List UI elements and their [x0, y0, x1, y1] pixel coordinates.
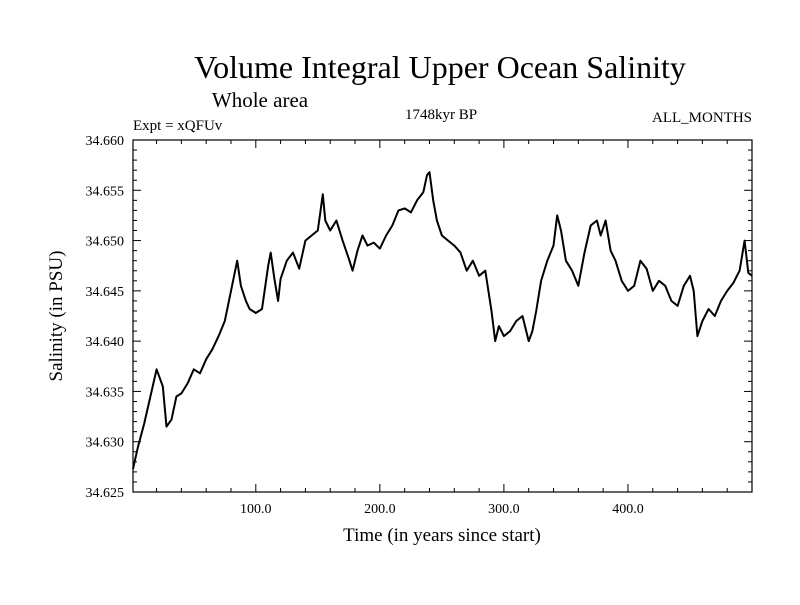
x-tick-label: 300.0 — [488, 502, 520, 517]
x-axis-label: Time (in years since start) — [343, 525, 541, 546]
y-tick-label: 34.650 — [86, 235, 125, 250]
period-label: 1748kyr BP — [405, 107, 477, 123]
experiment-label: Expt = xQFUv — [133, 118, 223, 134]
y-tick-label: 34.630 — [86, 436, 125, 451]
salinity-series-line — [132, 171, 753, 470]
plot-frame — [132, 139, 753, 493]
y-tick-label: 34.635 — [86, 385, 125, 400]
months-label: ALL_MONTHS — [652, 110, 752, 126]
y-tick-label: 34.660 — [86, 134, 125, 149]
chart-subtitle: Whole area — [212, 88, 309, 112]
y-tick-label: 34.625 — [86, 486, 125, 501]
y-tick-label: 34.645 — [86, 285, 125, 300]
y-axis-label: Salinity (in PSU) — [46, 251, 67, 382]
axis-tick-labels: 100.0 200.0 300.0 400.0 34.625 34.630 34.635 34… — [86, 134, 644, 517]
x-tick-label: 200.0 — [364, 502, 396, 517]
y-tick-label: 34.640 — [86, 335, 125, 350]
x-tick-label: 400.0 — [612, 502, 644, 517]
axis-ticks — [133, 139, 752, 493]
y-tick-label: 34.655 — [86, 184, 125, 199]
x-tick-label: 100.0 — [240, 502, 272, 517]
chart-title: Volume Integral Upper Ocean Salinity — [194, 49, 686, 85]
